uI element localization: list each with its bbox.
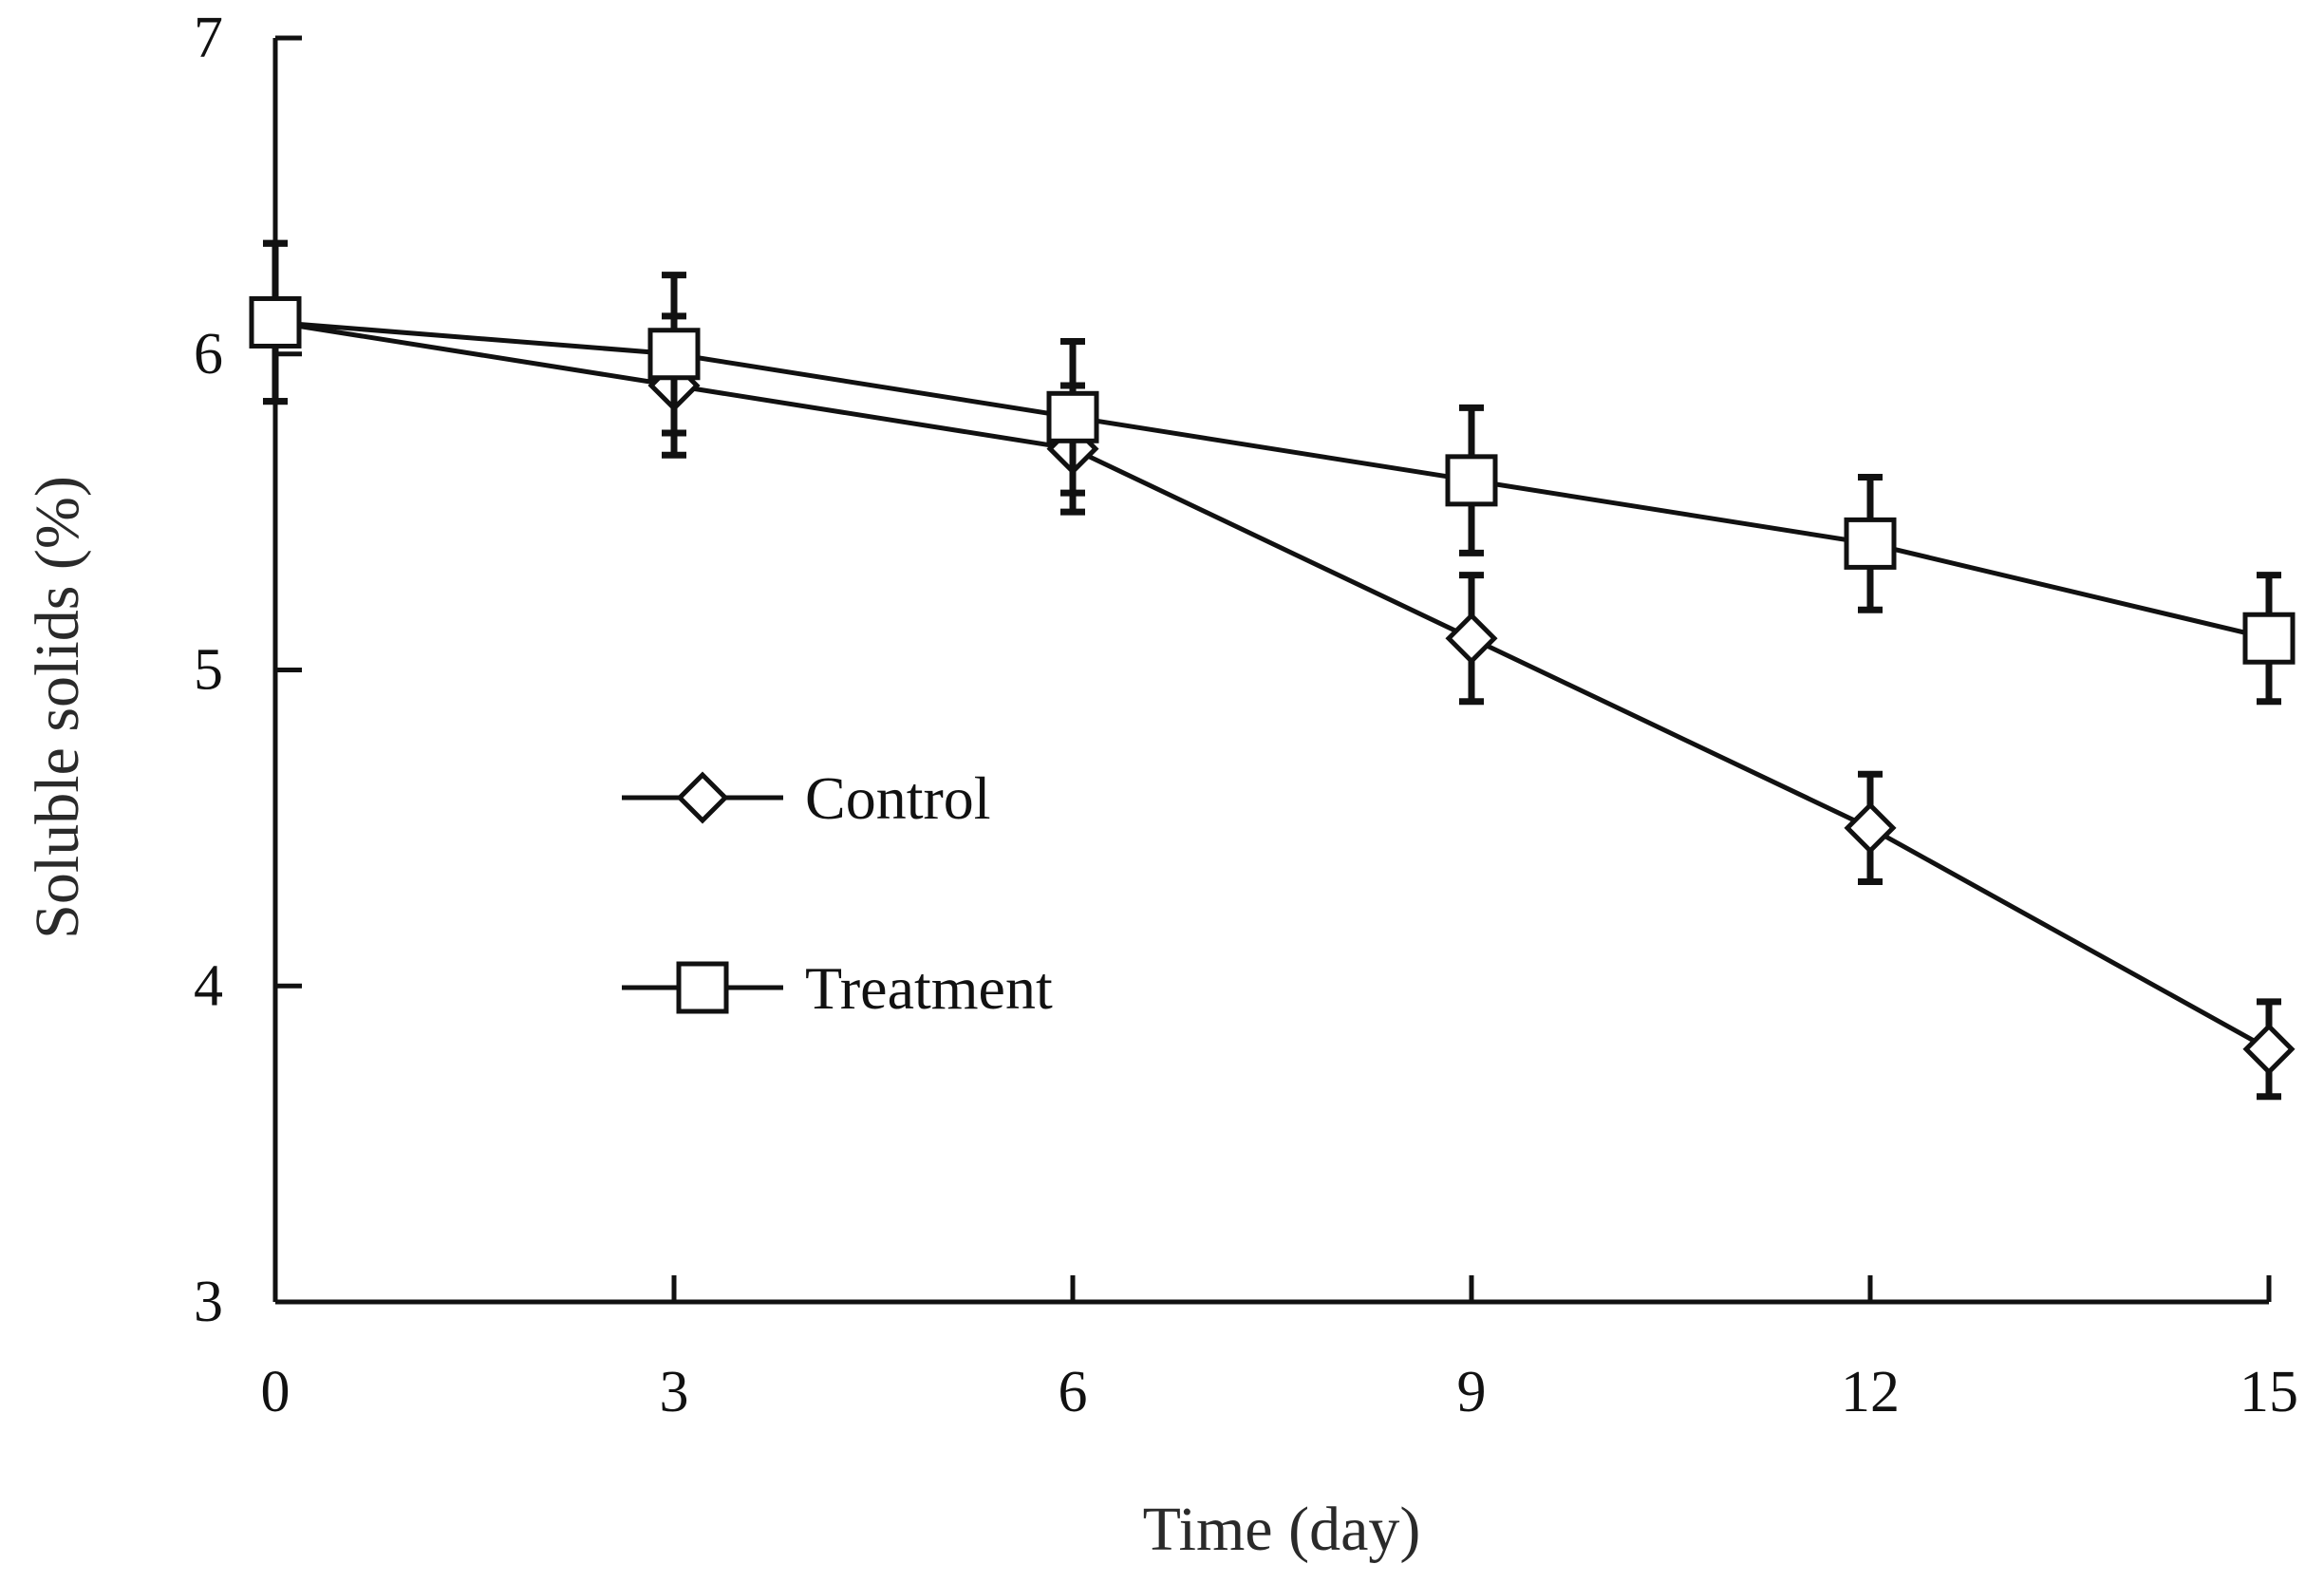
data-point-control: [1445, 612, 1498, 665]
data-point-treatment: [647, 328, 701, 381]
data-point-treatment: [249, 295, 302, 349]
x-tick-label: 15: [2240, 1360, 2298, 1424]
legend: Control Treatment: [622, 764, 1053, 1022]
series-line-treatment: [274, 319, 2270, 641]
y-tick-label: 7: [194, 6, 223, 70]
series-line-control: [274, 320, 2271, 1051]
data-point-treatment: [1844, 517, 1897, 570]
series-treatment: [249, 239, 2296, 706]
x-tick-label: 9: [1457, 1360, 1487, 1424]
legend-marker-treatment: [676, 961, 729, 1014]
legend-label-control: Control: [805, 764, 991, 832]
series-layer: [249, 239, 2296, 1101]
x-axis-title: Time (day): [1143, 1495, 1421, 1564]
legend-item-control: Control: [622, 764, 991, 832]
axes: [272, 38, 2269, 1305]
data-point-treatment: [2242, 612, 2296, 665]
y-tick-label: 5: [194, 638, 223, 703]
x-tick-label: 6: [1059, 1360, 1088, 1424]
data-point-treatment: [1046, 390, 1099, 443]
y-axis-title: Soluble solids (%): [23, 476, 92, 939]
x-tick-label: 12: [1841, 1360, 1900, 1424]
data-point-control: [1844, 801, 1897, 855]
legend-marker-control: [676, 771, 729, 824]
legend-item-treatment: Treatment: [622, 954, 1053, 1022]
legend-label-treatment: Treatment: [805, 954, 1053, 1022]
data-point-control: [2242, 1023, 2296, 1076]
y-tick-label: 6: [194, 322, 223, 386]
y-tick-label: 4: [194, 953, 223, 1018]
series-control: [249, 239, 2296, 1101]
x-tick-label: 0: [261, 1360, 290, 1424]
x-tick-label: 3: [660, 1360, 689, 1424]
y-tick-label: 3: [194, 1270, 223, 1334]
data-point-treatment: [1445, 454, 1498, 507]
